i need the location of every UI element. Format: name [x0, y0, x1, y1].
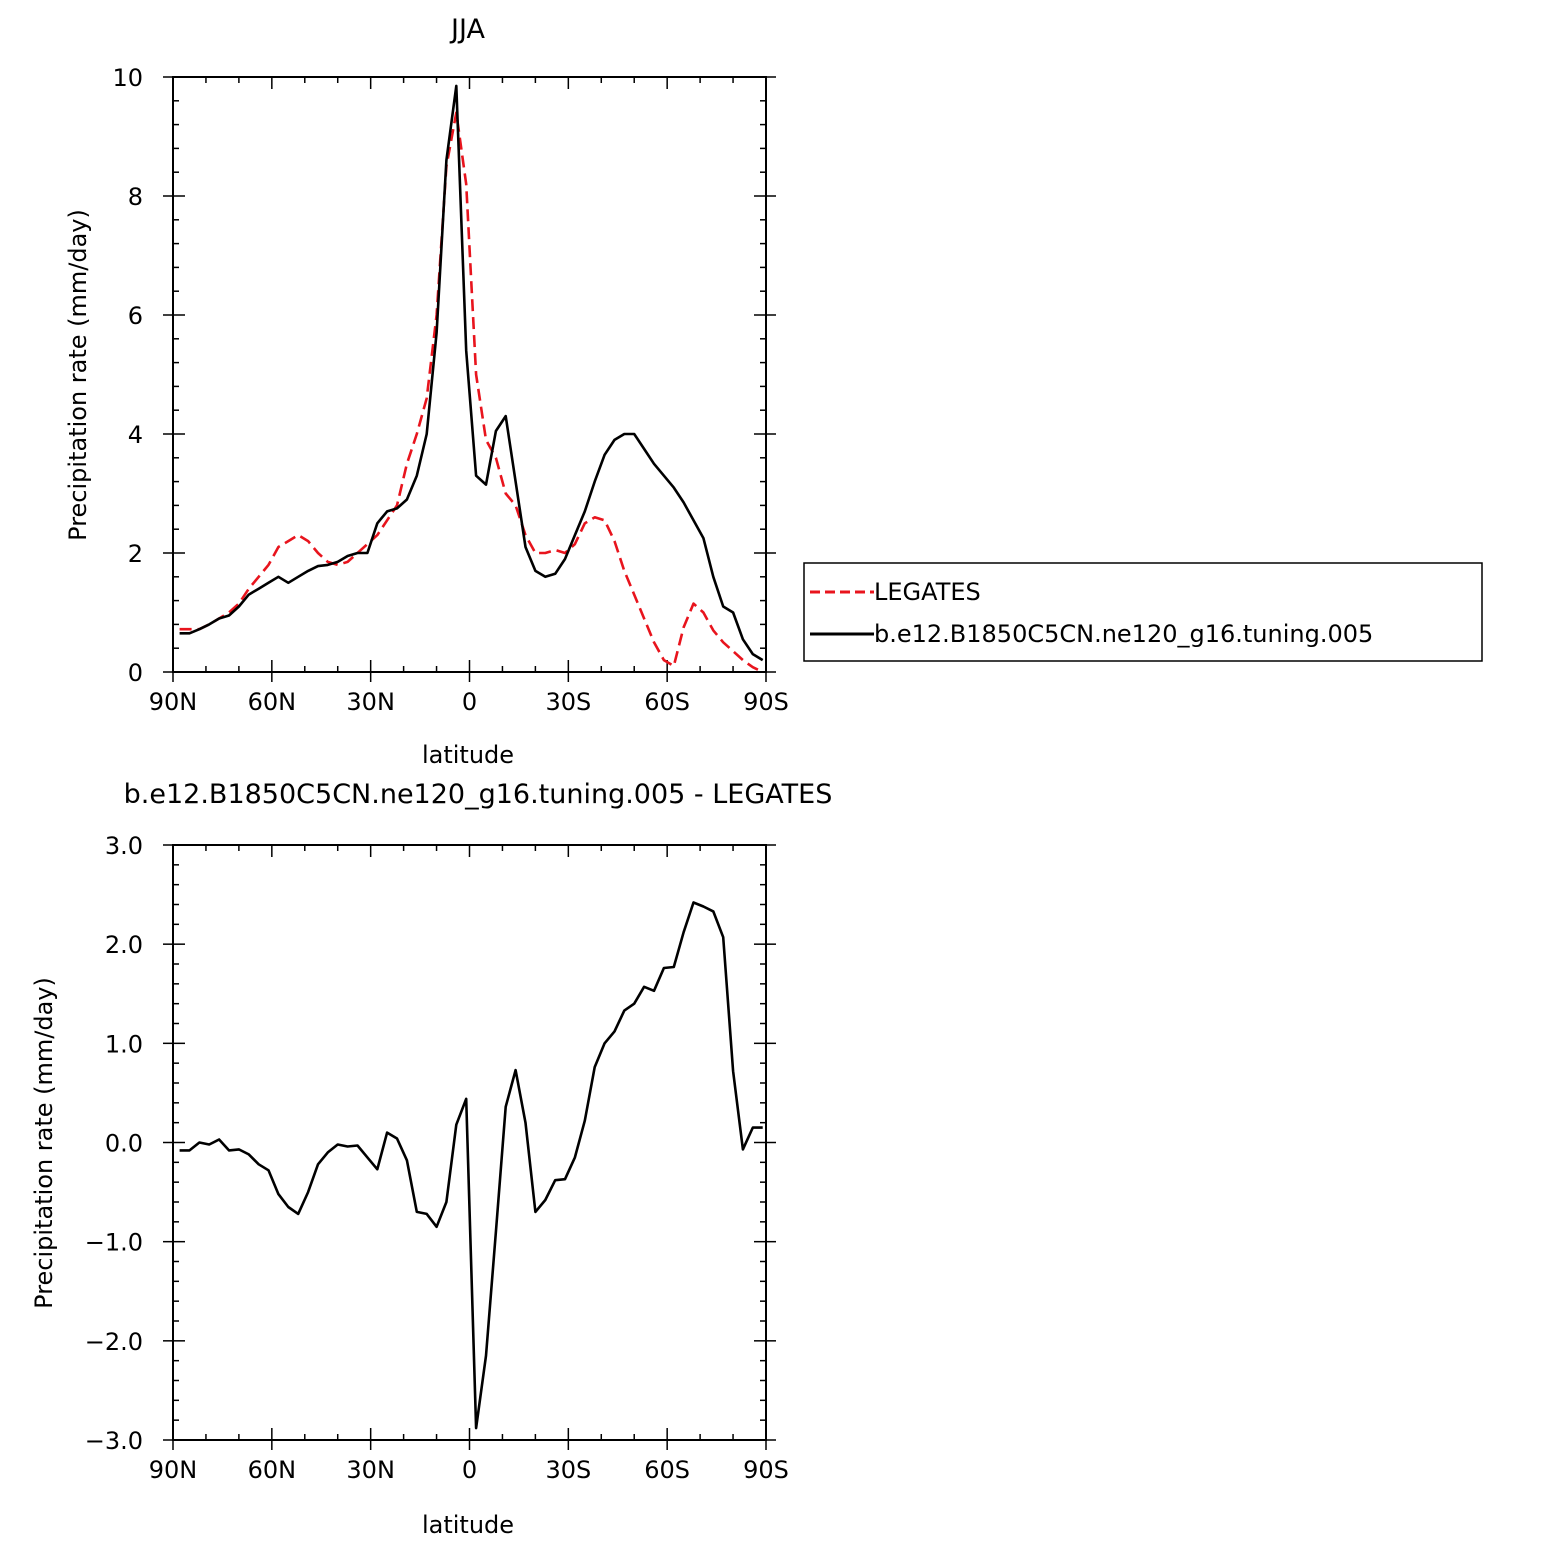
- bottom-y-axis-label: Precipitation rate (mm/day): [30, 977, 58, 1309]
- bottom-x-tick-label: 90N: [149, 1456, 198, 1484]
- top-y-tick-label: 0: [128, 659, 143, 687]
- bottom-y-tick-label: 2.0: [105, 931, 143, 959]
- top-y-tick-label: 8: [128, 183, 143, 211]
- top-x-tick-label: 90N: [149, 688, 198, 716]
- top-x-tick-label: 30S: [545, 688, 591, 716]
- bottom-x-tick-label: 90S: [743, 1456, 789, 1484]
- top-plot-frame: [172, 76, 767, 673]
- top-plot-area: 90N 60N 30N 0 30S 60S 90S 0 2 4 6 8 10: [112, 64, 788, 716]
- top-y-tick-label: 4: [128, 421, 143, 449]
- top-y-axis-label: Precipitation rate (mm/day): [64, 209, 92, 541]
- top-y-tick-label: 10: [112, 64, 143, 92]
- top-y-tick-label: 6: [128, 302, 143, 330]
- bottom-panel: b.e12.B1850C5CN.ne120_g16.tuning.005 - L…: [30, 779, 832, 1539]
- legend-label-model: b.e12.B1850C5CN.ne120_g16.tuning.005: [874, 620, 1373, 648]
- bottom-x-tick-label: 0: [462, 1456, 477, 1484]
- bottom-y-tick-label: −3.0: [85, 1427, 143, 1455]
- legend-box: [803, 562, 1483, 662]
- top-x-tick-label: 30N: [346, 688, 395, 716]
- bottom-x-axis-label: latitude: [422, 1511, 514, 1539]
- top-x-tick-label: 90S: [743, 688, 789, 716]
- bottom-chart-title: b.e12.B1850C5CN.ne120_g16.tuning.005 - L…: [124, 779, 833, 810]
- bottom-y-tick-label: 1.0: [105, 1030, 143, 1058]
- bottom-y-tick-label: 0.0: [105, 1130, 143, 1158]
- legend-label-legates: LEGATES: [874, 578, 981, 606]
- bottom-plot-area: 90N 60N 30N 0 30S 60S 90S −3.0 −2.0 −1.0 0.0 1.0 2.0…: [85, 832, 789, 1484]
- bottom-plot-frame: [172, 844, 767, 1441]
- bottom-y-tick-label: −1.0: [85, 1229, 143, 1257]
- bottom-y-tick-label: 3.0: [105, 832, 143, 860]
- top-series-line-1: [179, 84, 764, 662]
- bottom-x-tick-label: 30S: [545, 1456, 591, 1484]
- bottom-x-tick-label: 30N: [346, 1456, 395, 1484]
- top-series-line-0: [179, 111, 764, 674]
- bottom-y-tick-label: −2.0: [85, 1328, 143, 1356]
- legend: LEGATES b.e12.B1850C5CN.ne120_g16.tuning…: [803, 562, 1483, 662]
- top-x-tick-label: 0: [462, 688, 477, 716]
- top-x-axis-label: latitude: [422, 741, 514, 769]
- top-x-tick-label: 60S: [644, 688, 690, 716]
- bottom-x-tick-label: 60N: [248, 1456, 297, 1484]
- top-x-tick-label: 60N: [248, 688, 297, 716]
- bottom-x-tick-label: 60S: [644, 1456, 690, 1484]
- top-chart-title: JJA: [449, 14, 485, 45]
- top-y-tick-label: 2: [128, 540, 143, 568]
- bottom-series-line-0: [179, 901, 763, 1430]
